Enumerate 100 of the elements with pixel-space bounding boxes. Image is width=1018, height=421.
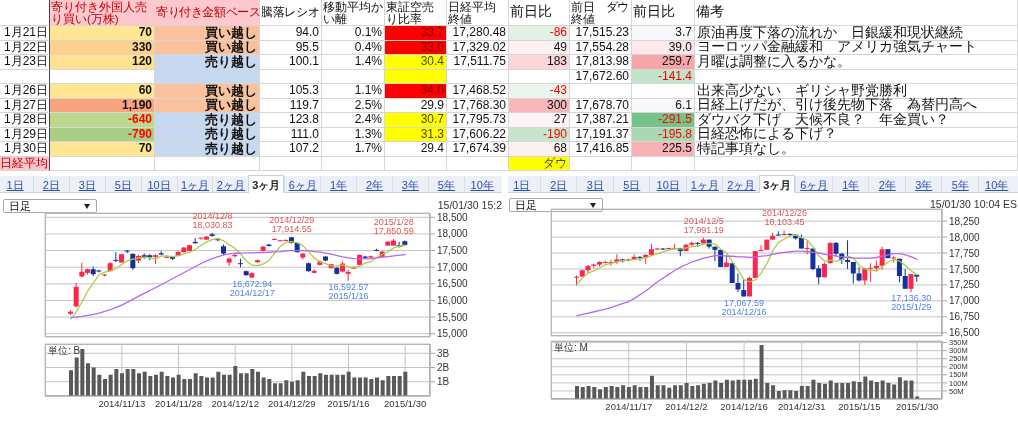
text: ダウバク下げ 天候不良？ 年金買い？ bbox=[697, 111, 949, 127]
text: 1年 bbox=[330, 178, 348, 191]
y-tick-label: 15,000 bbox=[437, 328, 469, 340]
text: 17,672.60 bbox=[575, 68, 629, 83]
text: 売り越し bbox=[205, 111, 257, 127]
text: 1.4% bbox=[354, 54, 382, 69]
text: 225.5 bbox=[661, 141, 692, 156]
text: 30.7 bbox=[420, 112, 444, 127]
text: 3年 bbox=[401, 178, 419, 191]
text: ヨーロッパ金融緩和 アメリカ強気チャート bbox=[697, 39, 977, 54]
y-tick-label: 18,500 bbox=[437, 211, 469, 223]
text: 売り越し bbox=[205, 126, 257, 142]
text: 寄り付き金額ベース bbox=[156, 5, 261, 19]
text: 1月30日 bbox=[3, 141, 48, 156]
y-tick-label: 2B bbox=[437, 362, 450, 374]
text: 前日比 bbox=[510, 4, 552, 20]
x-tick-label: 2014/12/2 bbox=[665, 400, 708, 412]
text: 49 bbox=[553, 39, 567, 54]
text: 3ヶ月 bbox=[763, 178, 792, 191]
text: -190 bbox=[542, 126, 567, 141]
text: 1,190 bbox=[121, 97, 152, 112]
x-tick-label: 2015/1/30 bbox=[895, 400, 939, 412]
text: 17,416.85 bbox=[575, 141, 629, 156]
text: 68 bbox=[553, 141, 567, 156]
y-tick-label: 17,500 bbox=[437, 245, 469, 257]
text: 売り越し bbox=[205, 53, 257, 69]
text: 105.3 bbox=[288, 83, 319, 98]
text: 0.1% bbox=[354, 25, 382, 40]
text: 17,511.75 bbox=[453, 54, 506, 69]
x-tick-label: 2015/1/16 bbox=[327, 397, 370, 409]
text: 29.4 bbox=[420, 141, 444, 156]
text: 17,515.23 bbox=[575, 25, 629, 40]
text: 2日 bbox=[42, 178, 60, 191]
annotation: 2014/12/29 17,914.55 bbox=[269, 214, 315, 234]
text: 5年 bbox=[951, 178, 969, 191]
annotation: 2014/12/5 17,991.19 bbox=[683, 215, 724, 235]
text: 買い越し bbox=[205, 82, 257, 98]
text: 29.9 bbox=[420, 97, 444, 112]
y-tick-label: 16,750 bbox=[949, 311, 981, 323]
text: 17,678.70 bbox=[575, 97, 629, 112]
text: 27 bbox=[553, 112, 567, 127]
text: 1月23日 bbox=[3, 54, 48, 69]
dropdown-box: 日足 bbox=[3, 199, 97, 213]
text: -43 bbox=[549, 83, 567, 98]
x-tick-label: 2015/1/30 bbox=[384, 397, 427, 409]
text: 寄り付き外国人売り買い(万株) bbox=[51, 0, 147, 25]
text: -291.5 bbox=[657, 112, 692, 127]
annotation: 16,672.94 2014/12/17 bbox=[229, 279, 275, 299]
text: 95.5 bbox=[295, 39, 319, 54]
text: 123.8 bbox=[288, 112, 319, 127]
text: 10日 bbox=[656, 178, 680, 191]
text: ダウ bbox=[543, 155, 567, 170]
text: 2年 bbox=[365, 178, 384, 191]
y-tick-label: 17,000 bbox=[949, 295, 981, 307]
text: 買い越し bbox=[205, 24, 257, 40]
text: 15/01/30 15:2 bbox=[437, 199, 502, 211]
x-tick-label: 2014/12/12 bbox=[211, 397, 259, 409]
text: 17,280.48 bbox=[452, 25, 506, 40]
text: 70 bbox=[138, 25, 152, 40]
text: 1月27日 bbox=[3, 97, 48, 112]
text: 移動平均かい離 bbox=[323, 0, 383, 25]
text: 備考 bbox=[696, 4, 724, 20]
x-tick-label: 2014/12/29 bbox=[268, 397, 316, 409]
text: 111.0 bbox=[290, 126, 319, 141]
x-tick-label: 2014/12/31 bbox=[778, 400, 826, 412]
y-tick-label: 18,000 bbox=[949, 231, 981, 243]
text: 5年 bbox=[437, 178, 455, 191]
text: 30.4 bbox=[420, 54, 444, 69]
text: 1ヶ月 bbox=[180, 178, 210, 191]
text: 日経恐怖による下げ？ bbox=[697, 126, 837, 141]
text: 5日 bbox=[114, 178, 132, 191]
text: 3年 bbox=[915, 178, 933, 191]
text: 15/01/30 10:04 ES bbox=[930, 198, 1017, 210]
text: 17,813.98 bbox=[575, 54, 629, 69]
text: 2日 bbox=[550, 178, 568, 191]
text: 日経平均 bbox=[0, 155, 48, 170]
text: 259.7 bbox=[661, 54, 692, 69]
y-tick-label: 16,500 bbox=[437, 278, 469, 290]
text: 原油再度下落の流れか 日銀緩和現状継続 bbox=[697, 24, 963, 40]
text: 1.1% bbox=[354, 83, 382, 98]
y-tick-label: 16,500 bbox=[949, 327, 981, 339]
text: 17,674.39 bbox=[452, 141, 506, 156]
text: 1月21日 bbox=[3, 25, 48, 40]
x-tick-label: 2014/11/17 bbox=[605, 400, 653, 412]
text: 1.7% bbox=[354, 141, 382, 156]
text: 33.7 bbox=[420, 25, 444, 40]
text: 1日 bbox=[6, 178, 24, 191]
text: 17,768.30 bbox=[452, 97, 506, 112]
annotation: 単位: B bbox=[48, 345, 81, 356]
text: 2ヶ月 bbox=[727, 178, 756, 191]
text: 107.2 bbox=[288, 141, 319, 156]
y-tick-label: 15,500 bbox=[437, 311, 469, 323]
text: 6ヶ月 bbox=[800, 178, 829, 191]
annotation: 16,592.57 2015/1/16 bbox=[328, 281, 369, 301]
x-tick-label: 2014/11/28 bbox=[155, 397, 202, 409]
text: 日経平均終値 bbox=[448, 0, 496, 25]
text: 1日 bbox=[513, 178, 531, 191]
annotation: 17,136.30 2015/1/29 bbox=[891, 293, 932, 313]
y-tick-label: 17,750 bbox=[949, 247, 981, 259]
text: 33.0 bbox=[420, 39, 444, 54]
